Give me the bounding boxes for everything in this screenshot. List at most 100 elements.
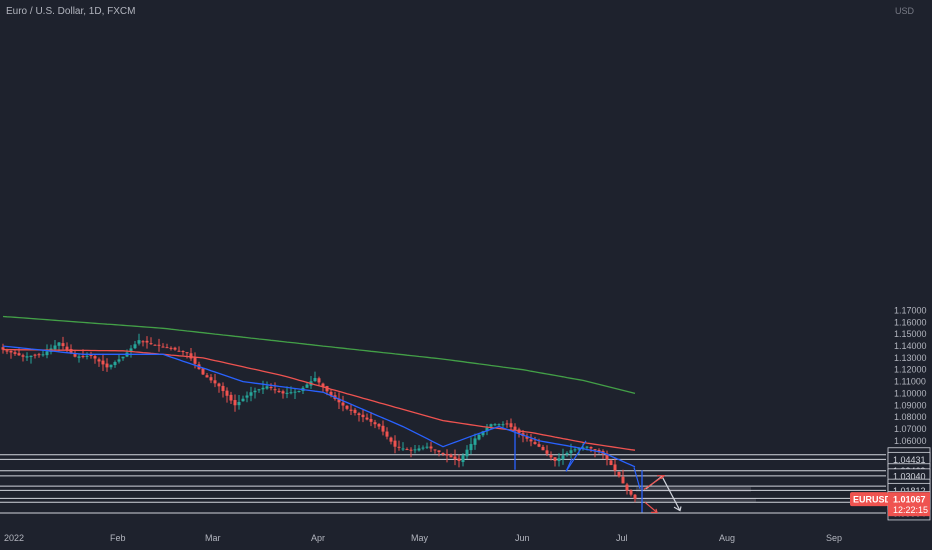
candle bbox=[433, 449, 437, 454]
candle-body bbox=[533, 442, 537, 445]
candle bbox=[269, 383, 273, 391]
candle-body bbox=[589, 446, 593, 449]
candle bbox=[501, 421, 505, 428]
y-tick-label: 1.15000 bbox=[894, 329, 927, 339]
candle-body bbox=[513, 426, 517, 431]
candle-body bbox=[157, 344, 161, 346]
candle bbox=[109, 364, 113, 370]
candle-body bbox=[285, 392, 289, 394]
candle-body bbox=[621, 476, 625, 484]
candle bbox=[33, 353, 37, 359]
candle bbox=[97, 357, 101, 367]
candle bbox=[85, 352, 89, 360]
candle-body bbox=[569, 450, 573, 454]
candle bbox=[377, 423, 381, 430]
candle bbox=[589, 446, 593, 453]
y-tick-label: 1.13000 bbox=[894, 353, 927, 363]
candle bbox=[469, 437, 473, 455]
y-tick-label: 1.14000 bbox=[894, 341, 927, 351]
candle-body bbox=[81, 356, 85, 358]
candle-body bbox=[221, 385, 225, 392]
candle-body bbox=[161, 346, 165, 348]
candle bbox=[281, 389, 285, 399]
candle bbox=[389, 436, 393, 445]
x-tick-label: Aug bbox=[719, 533, 735, 543]
candle-body bbox=[73, 353, 77, 357]
candle bbox=[485, 423, 489, 436]
candle bbox=[625, 482, 629, 495]
candle-body bbox=[617, 471, 621, 477]
candle bbox=[185, 352, 189, 359]
candle-body bbox=[65, 346, 69, 350]
candle-body bbox=[105, 363, 109, 368]
y-tick-label: 1.11000 bbox=[894, 377, 926, 387]
candle bbox=[353, 407, 357, 416]
candle-body bbox=[1, 347, 5, 350]
candle-body bbox=[321, 383, 325, 387]
candle-body bbox=[357, 413, 361, 416]
candle bbox=[405, 447, 409, 451]
candle bbox=[113, 360, 117, 368]
ma-red-line bbox=[3, 348, 636, 451]
x-tick-label: Sep bbox=[826, 533, 842, 543]
candle-body bbox=[497, 424, 501, 426]
candle bbox=[449, 453, 453, 458]
candle bbox=[121, 356, 125, 361]
candle bbox=[21, 353, 25, 362]
candle-body bbox=[217, 383, 221, 387]
projection-arrowhead-red-up bbox=[657, 475, 666, 480]
candle-body bbox=[297, 391, 301, 393]
candle bbox=[213, 373, 217, 388]
x-tick-label: Apr bbox=[311, 533, 325, 543]
candle-body bbox=[501, 424, 505, 426]
candle bbox=[249, 386, 253, 402]
candle bbox=[445, 449, 449, 463]
candle-body bbox=[417, 448, 421, 451]
candle-body bbox=[385, 431, 389, 437]
candle bbox=[529, 433, 533, 447]
candle bbox=[509, 418, 513, 430]
candle-body bbox=[137, 340, 141, 344]
candle-body bbox=[313, 378, 317, 382]
candle bbox=[341, 395, 345, 412]
candle-body bbox=[173, 347, 177, 350]
candle bbox=[241, 395, 245, 402]
candle-body bbox=[185, 352, 189, 354]
level-label: 1.04431 bbox=[893, 455, 926, 465]
candle-body bbox=[365, 417, 369, 420]
candle bbox=[541, 444, 545, 451]
candle-body bbox=[529, 439, 533, 442]
candle-body bbox=[437, 450, 441, 453]
ma-blue-line bbox=[2, 345, 636, 468]
candle-body bbox=[281, 391, 285, 394]
ma-green-line bbox=[2, 315, 636, 395]
candle-body bbox=[13, 352, 17, 354]
candle bbox=[473, 433, 477, 450]
candle-body bbox=[17, 353, 21, 356]
candle-body bbox=[629, 490, 633, 495]
candle bbox=[349, 404, 353, 416]
candle bbox=[173, 346, 177, 351]
candle-body bbox=[53, 345, 57, 350]
candle bbox=[285, 386, 289, 399]
zone-group bbox=[636, 487, 756, 502]
candle bbox=[77, 353, 81, 363]
candle-body bbox=[29, 355, 33, 358]
candle bbox=[393, 435, 397, 454]
candle bbox=[13, 349, 17, 356]
candle-body bbox=[329, 391, 333, 396]
candle-body bbox=[37, 354, 41, 356]
candle bbox=[465, 445, 469, 459]
candle bbox=[457, 454, 461, 468]
x-tick-label: Mar bbox=[205, 533, 221, 543]
candle-body bbox=[509, 423, 513, 428]
candle bbox=[401, 442, 405, 452]
candle bbox=[453, 449, 457, 466]
candle bbox=[409, 447, 413, 458]
x-tick-label: May bbox=[411, 533, 429, 543]
support-zone-lower bbox=[636, 498, 756, 502]
candle-body bbox=[525, 436, 529, 439]
